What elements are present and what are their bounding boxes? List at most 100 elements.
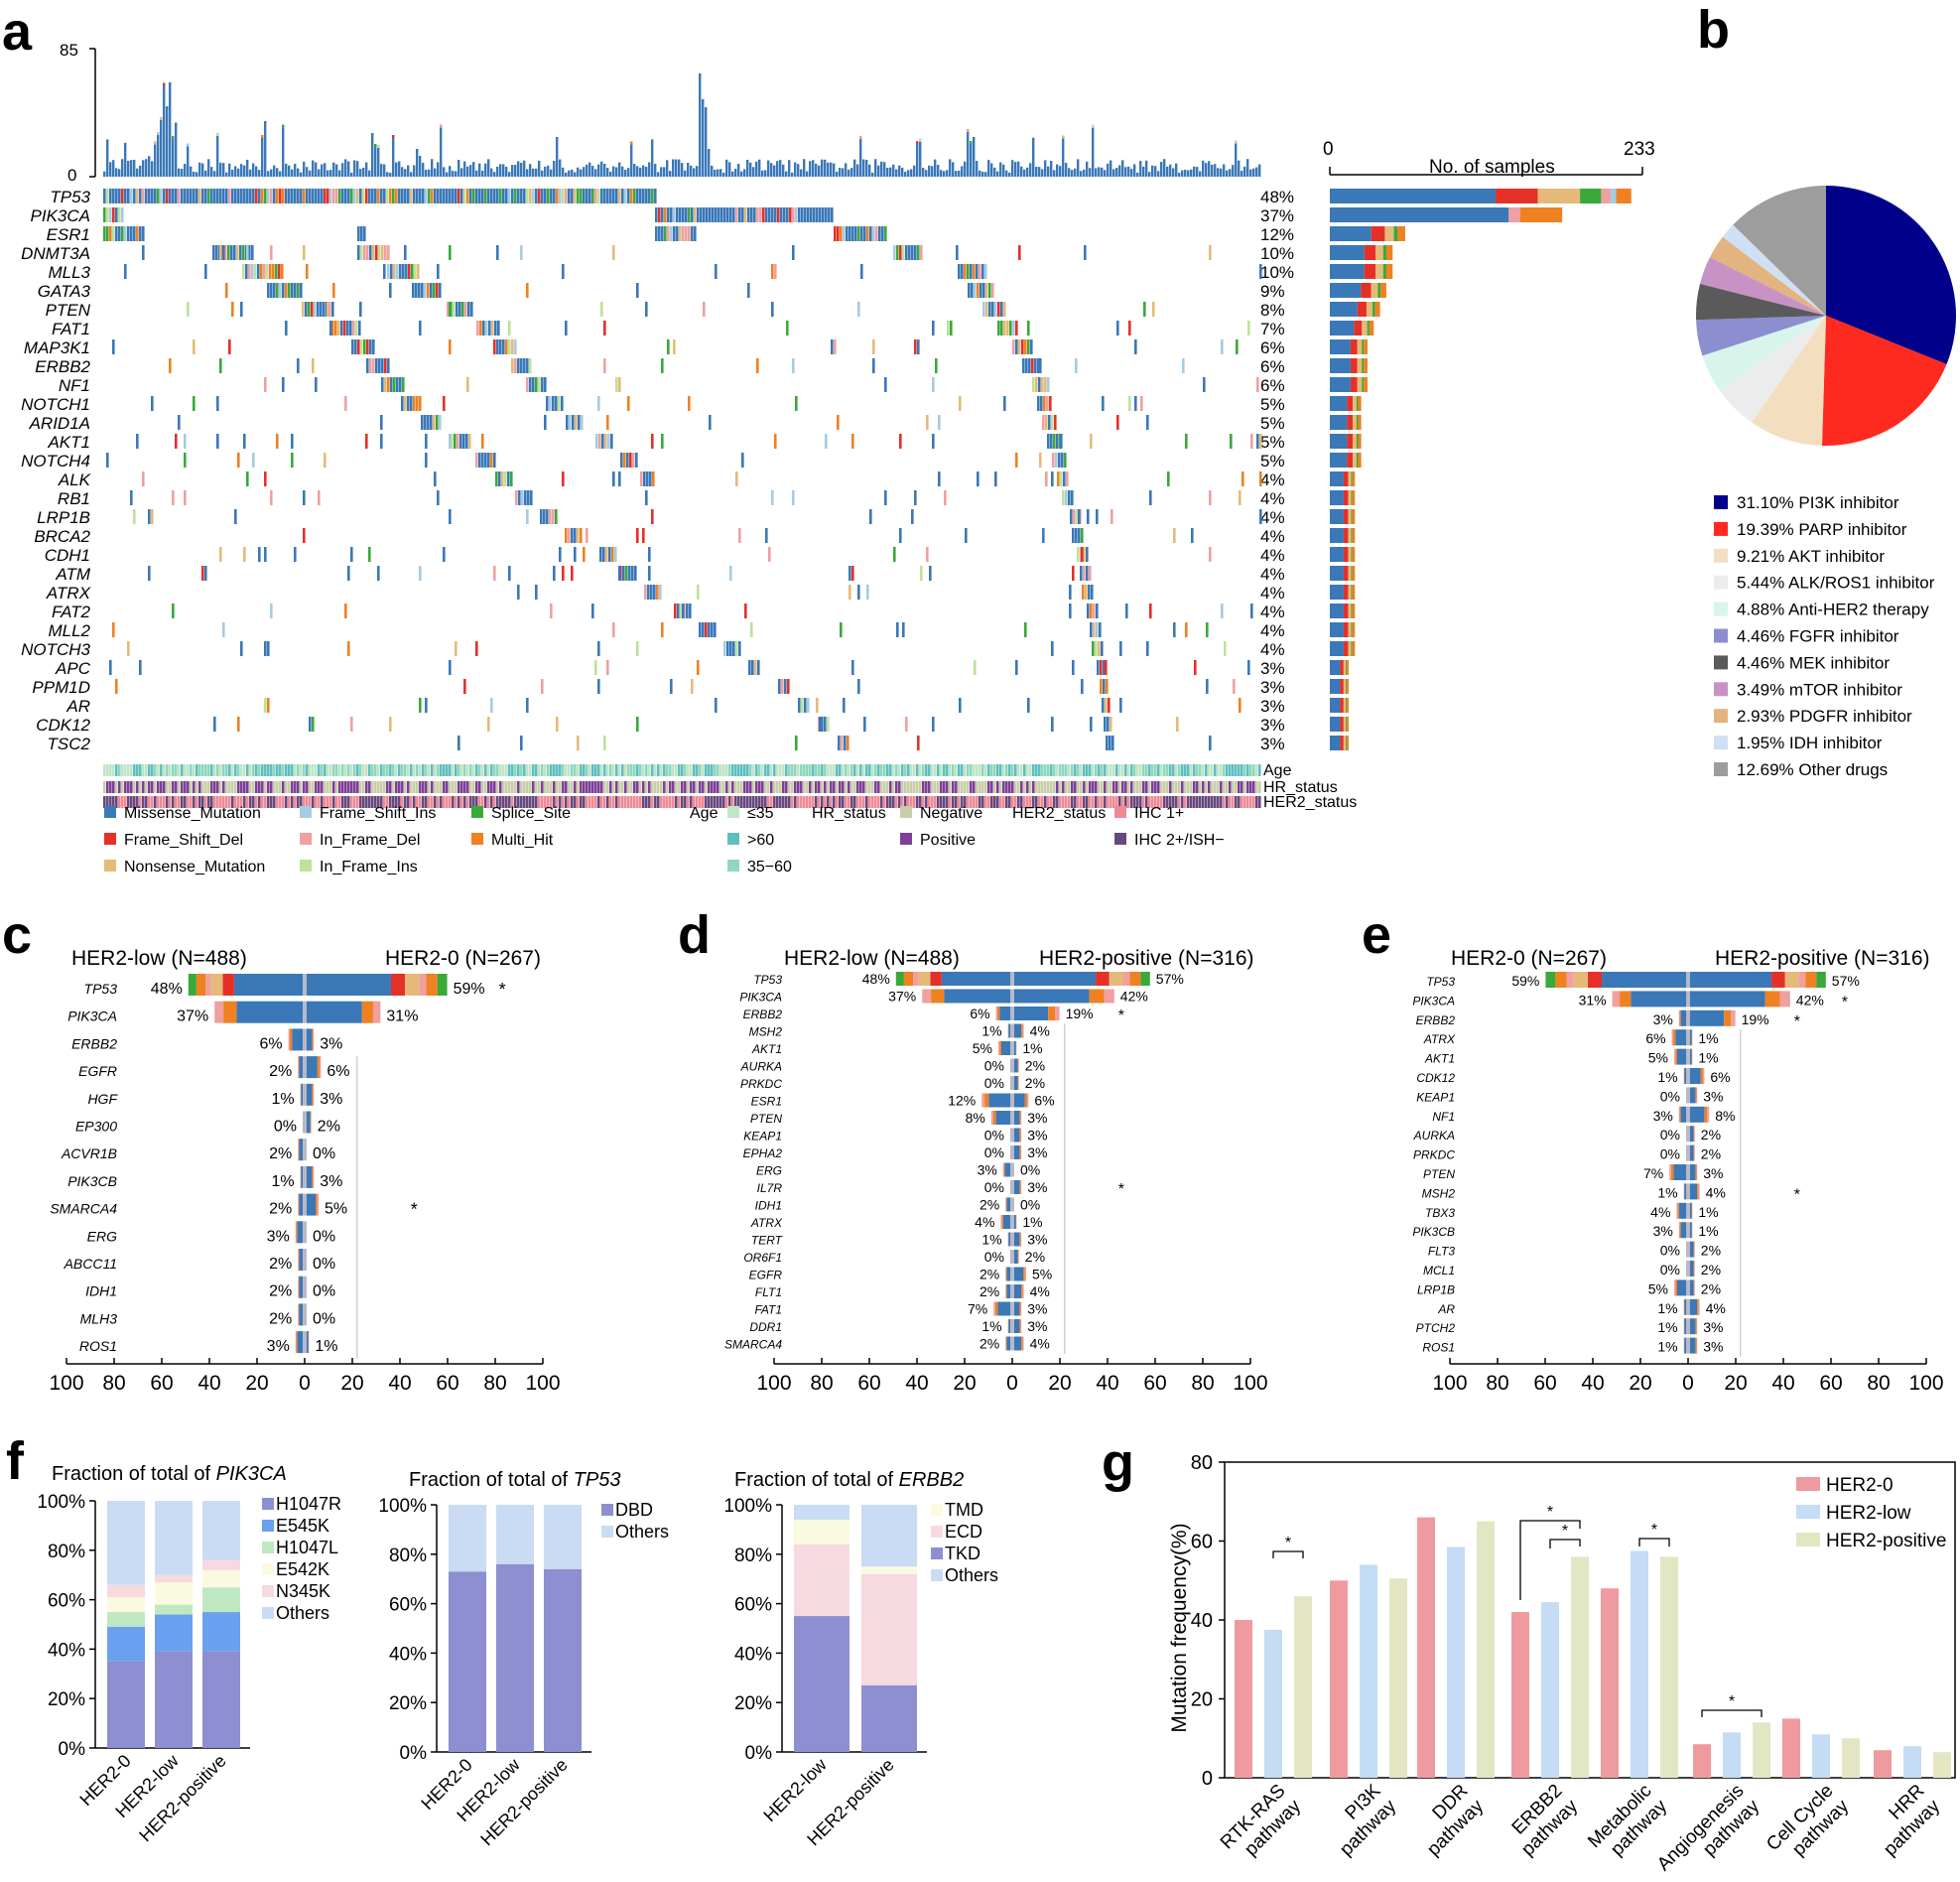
clinical-track-cell — [1035, 764, 1038, 776]
clinical-track-cell — [785, 796, 788, 808]
gene-percent: 4% — [1260, 565, 1285, 584]
mutation-cell — [905, 245, 908, 260]
clinical-track-cell — [398, 781, 401, 793]
clinical-track-cell — [1065, 781, 1068, 793]
mutation-cell — [381, 358, 384, 373]
clinical-track-cell — [529, 781, 532, 793]
clinical-track-cell — [1238, 796, 1241, 808]
clinical-track-cell — [273, 764, 276, 776]
left-percent: 7% — [968, 1301, 987, 1317]
mutation-cell — [359, 302, 362, 317]
mutation-cell — [380, 189, 383, 203]
mutation-cell — [896, 245, 899, 260]
samples-bar-segment — [1353, 415, 1357, 430]
clinical-track-cell — [329, 781, 332, 793]
clinical-track-cell — [1038, 796, 1041, 808]
mutation-cell — [866, 585, 869, 600]
count-bar — [910, 169, 913, 177]
mutation-cell — [365, 189, 368, 203]
stacked-bar-segment — [794, 1505, 849, 1520]
mutation-cell — [362, 189, 365, 203]
count-bar — [1169, 164, 1172, 177]
clinical-track-cell — [889, 781, 892, 793]
samples-bar-segment — [1347, 415, 1354, 430]
count-bar — [312, 160, 315, 177]
clinical-track-cell — [901, 764, 904, 776]
mutation-cell — [401, 396, 404, 411]
clinical-track-cell — [1008, 781, 1011, 793]
clinical-track-cell — [690, 796, 693, 808]
legend-label: Missense_Mutation — [124, 805, 261, 822]
count-bar — [145, 159, 148, 177]
count-bar — [767, 160, 770, 177]
clinical-track-cell — [1029, 781, 1032, 793]
clinical-track-cell — [508, 781, 511, 793]
mutation-cell — [872, 358, 875, 373]
right-bar-segment — [1019, 1128, 1021, 1143]
center-marker — [303, 1221, 307, 1244]
clinical-track-cell — [315, 796, 318, 808]
mutation-cell — [597, 679, 600, 694]
mutation-cell — [505, 339, 508, 354]
mutation-cell — [508, 339, 511, 354]
panel-label-g: g — [1102, 1433, 1134, 1493]
left-bar-segment — [995, 1007, 998, 1020]
clinical-track-cell — [434, 796, 437, 808]
mutation-cell — [550, 189, 553, 203]
left-bar-segment — [1675, 1048, 1677, 1065]
count-bar — [916, 141, 919, 177]
clinical-track-cell — [868, 764, 871, 776]
right-bar-segment — [1048, 1007, 1056, 1020]
count-bar-cap — [264, 121, 267, 124]
right-percent: 3% — [1027, 1232, 1047, 1248]
mutation-cell — [562, 189, 565, 203]
mutation-cell — [552, 396, 555, 411]
clinical-track-cell — [794, 781, 797, 793]
clinical-track-cell — [410, 796, 413, 808]
mutation-cell — [849, 585, 851, 600]
samples-bar-segment — [1330, 302, 1358, 317]
clinical-track-cell — [815, 796, 818, 808]
clinical-track-cell — [428, 781, 431, 793]
count-bar — [356, 161, 359, 177]
count-bar — [1235, 140, 1238, 177]
mutation-cell — [484, 453, 487, 468]
mutation-cell — [228, 189, 231, 203]
legend-label: 35−60 — [747, 859, 792, 875]
stacked-bar-segment — [107, 1597, 145, 1613]
clinical-track-cell — [1047, 796, 1050, 808]
right-percent: 5% — [325, 1201, 347, 1218]
mutation-cell — [437, 264, 440, 279]
stacked-bar-segment — [202, 1612, 240, 1652]
count-bar — [213, 171, 216, 177]
mutation-cell — [1070, 509, 1073, 524]
samples-bar-segment — [1348, 566, 1352, 581]
samples-bar-segment — [1343, 736, 1347, 750]
mutation-cell — [615, 377, 618, 392]
mutation-cell — [234, 189, 237, 203]
mutation-cell — [1046, 396, 1049, 411]
clinical-track-cell — [270, 781, 273, 793]
count-bar — [1077, 159, 1080, 177]
clinical-track-cell — [916, 781, 919, 793]
clinical-track-cell — [1249, 764, 1252, 776]
left-bar-segment — [913, 972, 919, 986]
x-axis-tick-label: 100 — [756, 1372, 791, 1395]
clinical-track-cell — [1005, 781, 1008, 793]
significance-star: * — [1285, 1535, 1291, 1551]
clinical-track-cell — [719, 796, 722, 808]
right-bar-segment — [1021, 1336, 1023, 1351]
mutation-cell — [961, 264, 964, 279]
count-bar-cap — [172, 136, 175, 140]
clinical-track-cell — [1154, 796, 1157, 808]
clinical-track-cell — [984, 764, 987, 776]
mutation-cell — [499, 339, 502, 354]
mutation-cell — [417, 264, 420, 279]
mutation-cell — [705, 622, 708, 637]
mutation-cell — [691, 226, 694, 241]
mutation-cell — [505, 189, 508, 203]
mutation-cell — [264, 471, 267, 486]
clinical-track-cell — [285, 781, 288, 793]
count-bar — [1220, 168, 1223, 177]
mutation-cell — [878, 226, 881, 241]
